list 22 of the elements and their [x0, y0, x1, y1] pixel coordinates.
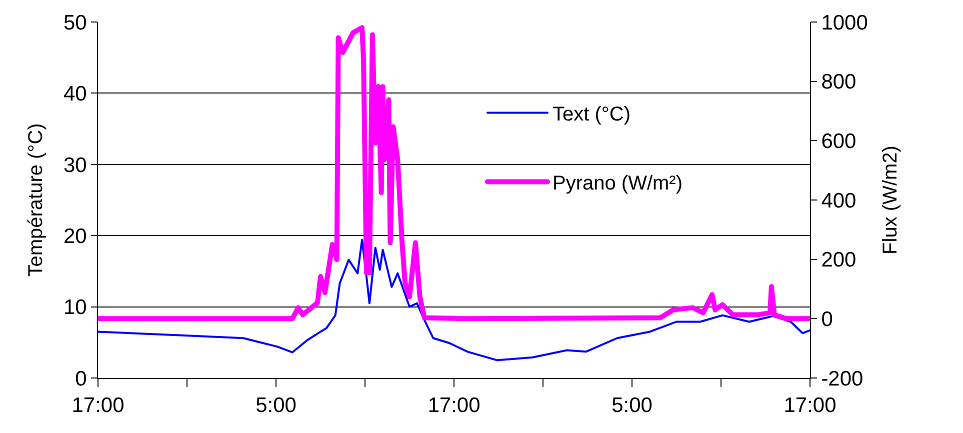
x-tick-label: 5:00 — [612, 394, 652, 418]
y-axis-title: Température (°C) — [24, 123, 47, 277]
y-tick-label: 40 — [63, 82, 87, 106]
x-tick-label: 17:00 — [72, 394, 124, 418]
x-tick-label: 5:00 — [256, 394, 296, 418]
y2-tick-label: 0 — [821, 308, 833, 332]
y2-tick-label: 200 — [821, 248, 856, 272]
y-tick-label: 10 — [63, 296, 87, 320]
y2-tick-label: 800 — [821, 70, 856, 94]
legend-label: Pyrano (W/m²) — [552, 172, 682, 194]
y2-tick-label: 400 — [821, 189, 856, 212]
y2-axis-title: Flux (W/m2) — [879, 146, 902, 254]
y-tick-label: 0 — [75, 367, 87, 390]
x-tick-label: 17:00 — [784, 394, 836, 418]
y-tick-label: 50 — [63, 11, 87, 34]
legend-label: Text (°C) — [552, 104, 630, 126]
x-tick-label: 17:00 — [428, 394, 480, 418]
y-tick-label: 30 — [63, 154, 87, 177]
y2-tick-label: -200 — [821, 367, 864, 390]
y2-tick-label: 1000 — [821, 11, 868, 34]
y-tick-label: 20 — [63, 224, 87, 248]
y2-tick-label: 600 — [821, 130, 856, 154]
